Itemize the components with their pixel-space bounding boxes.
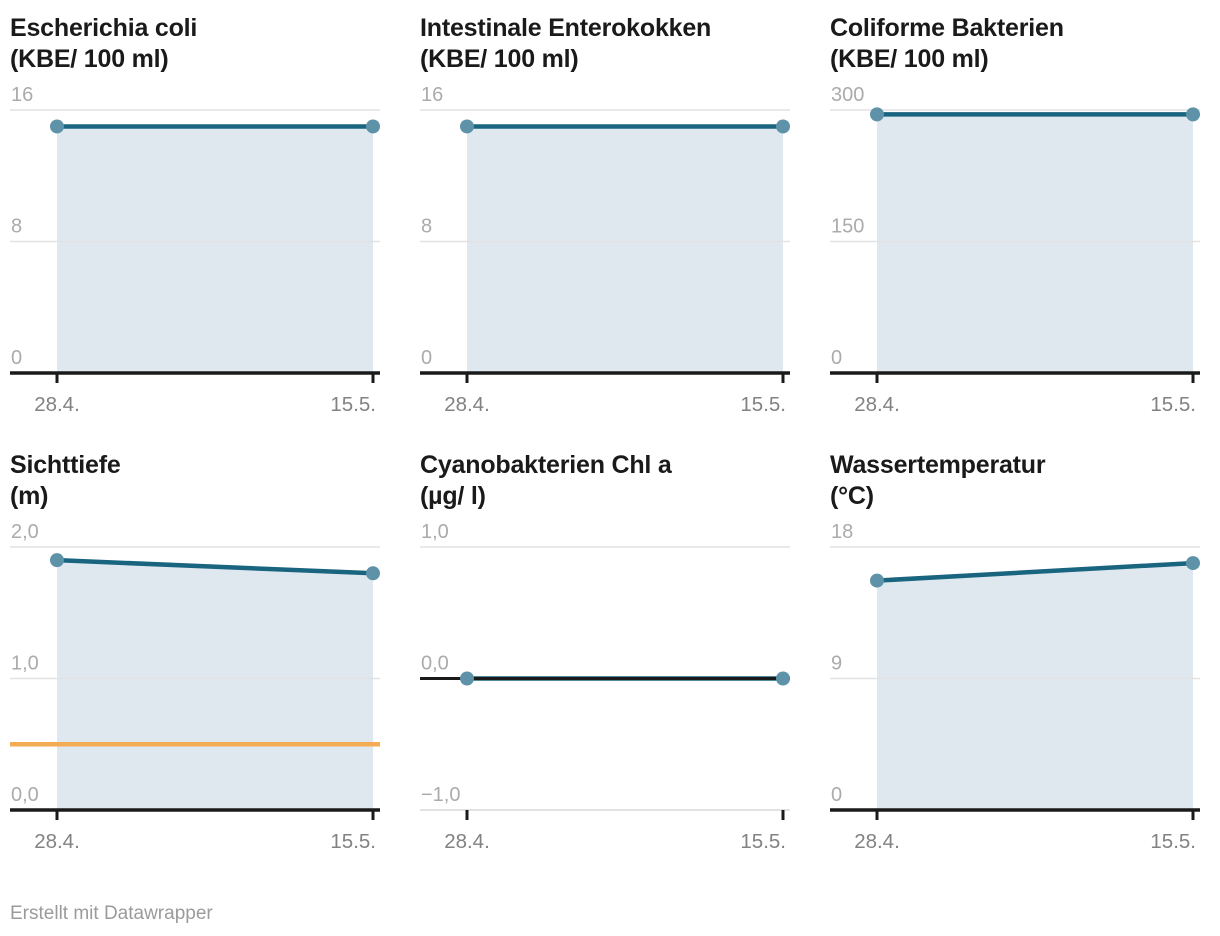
chart-title: Coliforme Bakterien (830, 14, 1064, 42)
x-tick-label: 28.4. (854, 830, 900, 853)
x-tick-label: 28.4. (444, 830, 490, 853)
data-point[interactable] (1186, 107, 1200, 122)
chart-subtitle: (KBE/ 100 ml) (830, 45, 989, 73)
y-tick-label: 0 (11, 347, 22, 369)
chart-panel-cyanobakterien-chl-a: Cyanobakterien Chl a (µg/ l) 1,0 0,0 −1,0 28.… (420, 450, 790, 856)
x-tick-label: 15.5. (1150, 393, 1196, 416)
data-line (874, 560, 1196, 583)
y-tick-label: −1,0 (421, 784, 460, 806)
x-tick-label: 15.5. (330, 393, 376, 416)
y-tick-label: 0 (831, 347, 842, 369)
chart-title-block: Sichttiefe (m) (10, 450, 380, 512)
chart-plot: 16 8 0 28.4. 15.5. (420, 84, 790, 416)
chart-title: Sichttiefe (10, 451, 121, 479)
chart-subtitle: (m) (10, 482, 49, 510)
y-tick-label: 150 (831, 216, 864, 238)
chart-panel-wassertemperatur: Wassertemperatur (°C) 18 9 0 28.4. 15.5. (830, 450, 1200, 856)
chart-plot: 1,0 0,0 −1,0 28.4. 15.5. (420, 521, 790, 853)
datawrapper-credit-link[interactable]: Erstellt mit Datawrapper (10, 903, 213, 924)
y-tick-label: 0,0 (421, 653, 449, 675)
y-tick-label: 0 (421, 347, 432, 369)
chart-subtitle: (µg/ l) (420, 482, 486, 510)
area-fill (467, 126, 783, 373)
chart-plot: 18 9 0 28.4. 15.5. (830, 521, 1200, 853)
y-tick-label: 1,0 (421, 521, 449, 543)
y-tick-label: 1,0 (11, 653, 39, 675)
x-tick-label: 15.5. (740, 830, 786, 853)
data-point[interactable] (460, 119, 474, 134)
data-point[interactable] (366, 566, 380, 581)
data-point[interactable] (776, 671, 790, 686)
chart-plot: 2,0 1,0 0,0 28.4. 15.5. (10, 521, 380, 853)
chart-panel-sichttiefe: Sichttiefe (m) 2,0 1,0 0,0 28.4. 15.5. (10, 450, 380, 856)
y-tick-label: 2,0 (11, 521, 39, 543)
y-tick-label: 8 (11, 216, 22, 238)
chart-title: Wassertemperatur (830, 451, 1046, 479)
chart-subtitle: (°C) (830, 482, 874, 510)
y-tick-label: 0,0 (11, 784, 39, 806)
data-point[interactable] (776, 119, 790, 134)
chart-subtitle: (KBE/ 100 ml) (10, 45, 169, 73)
small-multiples-grid: Escherichia coli (KBE/ 100 ml) 16 8 0 28.4. 15… (10, 13, 1200, 856)
data-point[interactable] (50, 119, 64, 134)
y-tick-label: 0 (831, 784, 842, 806)
chart-plot: 300 150 0 28.4. 15.5. (830, 84, 1200, 416)
data-point[interactable] (1186, 556, 1200, 571)
chart-panel-intestinale-enterokokken: Intestinale Enterokokken (KBE/ 100 ml) 16 8… (420, 13, 790, 419)
chart-panel-escherichia-coli: Escherichia coli (KBE/ 100 ml) 16 8 0 28.4. 15… (10, 13, 380, 419)
chart-plot: 16 8 0 28.4. 15.5. (10, 84, 380, 416)
chart-title-block: Escherichia coli (KBE/ 100 ml) (10, 13, 380, 75)
y-tick-label: 16 (11, 84, 33, 106)
y-tick-label: 18 (831, 521, 853, 543)
y-tick-label: 9 (831, 653, 842, 675)
y-tick-label: 8 (421, 216, 432, 238)
x-tick-label: 28.4. (34, 393, 80, 416)
x-tick-label: 15.5. (330, 830, 376, 853)
x-tick-label: 15.5. (740, 393, 786, 416)
y-tick-label: 300 (831, 84, 864, 106)
y-tick-label: 16 (421, 84, 443, 106)
footer: Erstellt mit Datawrapper (10, 903, 1220, 925)
x-tick-label: 28.4. (854, 393, 900, 416)
chart-title-block: Cyanobakterien Chl a (µg/ l) (420, 450, 790, 512)
x-tick-label: 28.4. (444, 393, 490, 416)
chart-title: Cyanobakterien Chl a (420, 451, 672, 479)
chart-title: Escherichia coli (10, 14, 198, 42)
chart-subtitle: (KBE/ 100 ml) (420, 45, 579, 73)
data-line (54, 557, 376, 576)
chart-title: Intestinale Enterokokken (420, 14, 712, 42)
chart-panel-coliforme-bakterien: Coliforme Bakterien (KBE/ 100 ml) 300 150 0 2… (830, 13, 1200, 419)
area-fill (877, 114, 1193, 373)
data-point[interactable] (870, 107, 884, 122)
data-point[interactable] (50, 553, 64, 568)
area-fill (57, 560, 373, 810)
x-tick-label: 15.5. (1150, 830, 1196, 853)
area-fill (57, 126, 373, 373)
chart-title-block: Intestinale Enterokokken (KBE/ 100 ml) (420, 13, 790, 75)
data-point[interactable] (366, 119, 380, 134)
data-point[interactable] (460, 671, 474, 686)
chart-title-block: Coliforme Bakterien (KBE/ 100 ml) (830, 13, 1200, 75)
x-tick-label: 28.4. (34, 830, 80, 853)
chart-title-block: Wassertemperatur (°C) (830, 450, 1200, 512)
area-fill (877, 563, 1193, 810)
data-point[interactable] (870, 573, 884, 588)
